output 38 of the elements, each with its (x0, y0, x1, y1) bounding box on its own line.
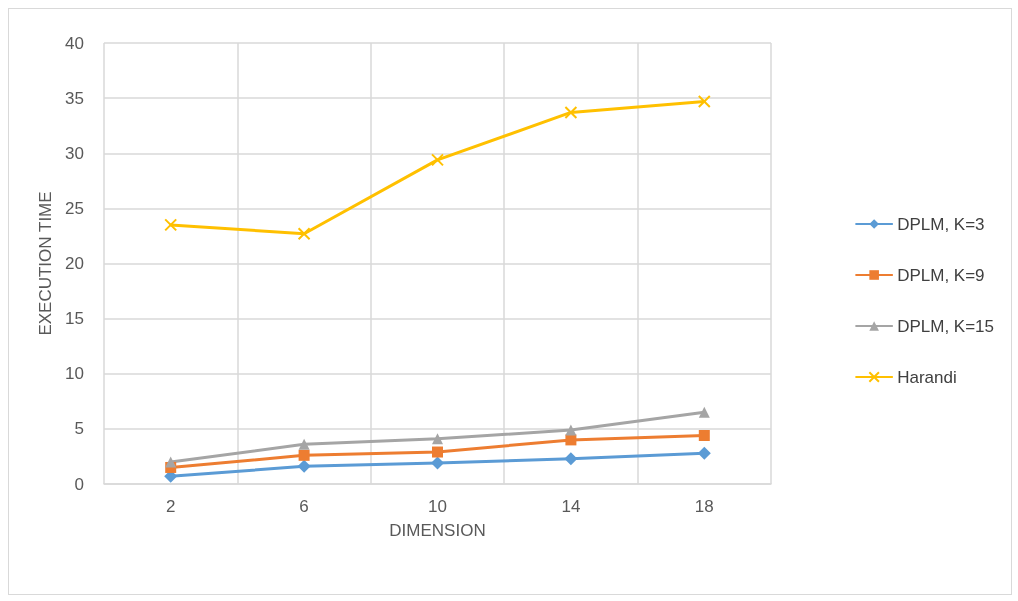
legend-label: DPLM, K=9 (897, 265, 985, 285)
point (432, 446, 443, 458)
y-tick-label: 40 (65, 33, 84, 53)
y-tick-label: 5 (74, 419, 84, 439)
point (698, 406, 710, 418)
y-tick-label: 30 (65, 143, 84, 163)
y-tick-label: 35 (65, 88, 84, 108)
point (698, 429, 710, 441)
point (165, 456, 177, 468)
point (298, 438, 310, 450)
point (564, 452, 578, 466)
point (298, 449, 310, 461)
point (432, 433, 443, 445)
legend-label: DPLM, K=15 (897, 316, 995, 336)
point (431, 456, 444, 470)
x-tick-label: 6 (299, 497, 309, 516)
point (697, 94, 711, 108)
point (297, 459, 311, 473)
x-tick-label: 18 (694, 497, 714, 516)
x-tick-label: 14 (561, 497, 581, 516)
point (565, 424, 577, 436)
y-tick-label: 25 (65, 198, 84, 218)
legend-label: Harandi (897, 367, 957, 387)
point (431, 153, 444, 167)
legend-label: DPLM, K=3 (897, 214, 985, 234)
y-tick-label: 10 (65, 364, 84, 384)
x-axis-title: DIMENSION (389, 521, 486, 540)
point (164, 218, 178, 232)
x-tick-label: 10 (428, 497, 447, 516)
y-tick-label: 15 (65, 309, 84, 329)
y-axis-title: EXECUTION TIME (36, 191, 55, 336)
point (565, 434, 577, 446)
point (564, 105, 578, 119)
y-tick-label: 0 (74, 474, 84, 494)
y-tick-label: 20 (65, 254, 84, 273)
x-tick-label: 2 (165, 497, 176, 516)
point (297, 227, 311, 241)
point (697, 446, 711, 460)
